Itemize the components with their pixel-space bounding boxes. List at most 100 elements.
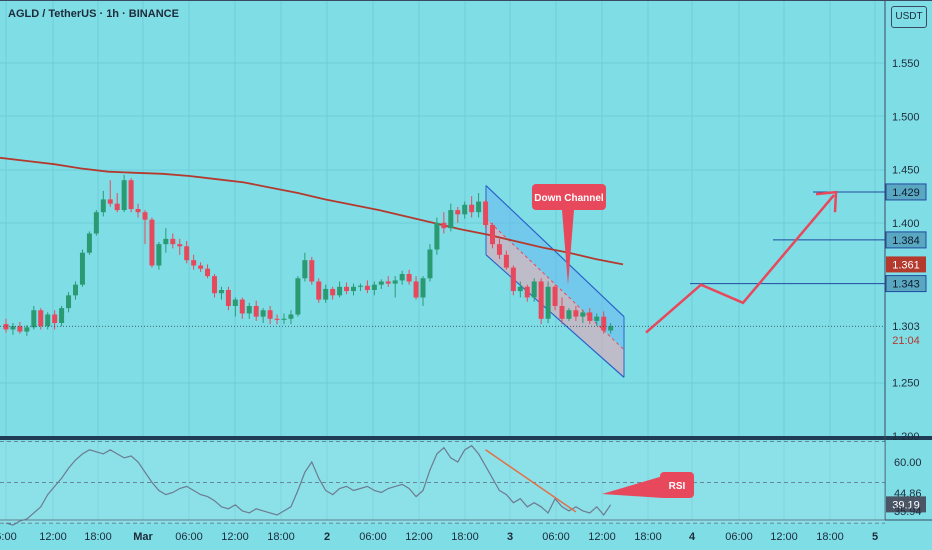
candle-body — [496, 244, 502, 255]
candle — [86, 231, 92, 255]
candle — [281, 313, 287, 325]
price-tick-label: 1.550 — [892, 58, 920, 70]
candle-body — [337, 286, 343, 296]
candle — [420, 276, 426, 306]
candle-body — [545, 286, 551, 319]
candle-body — [295, 278, 301, 315]
price-tick-label: 1.500 — [892, 111, 920, 123]
candle — [184, 240, 190, 264]
candle — [566, 308, 572, 321]
candle-body — [316, 281, 322, 300]
candle — [490, 222, 495, 249]
candle-body — [170, 238, 176, 245]
candle-body — [413, 281, 419, 298]
candle — [413, 276, 419, 300]
candle-body — [107, 199, 113, 204]
candle-body — [17, 326, 23, 332]
time-tick-label: 18:00 — [634, 531, 662, 543]
candle-body — [601, 316, 607, 331]
candle-body — [177, 244, 183, 247]
rsi-tick-label: 39.19 — [892, 499, 920, 511]
candle — [177, 238, 183, 255]
price-tag-label: 1.361 — [892, 259, 920, 271]
candle — [274, 314, 280, 325]
candle-body — [330, 288, 336, 296]
candle — [3, 318, 9, 333]
candle-body — [406, 274, 412, 282]
candle-body — [274, 318, 280, 320]
price-tag-box — [886, 256, 926, 273]
price-tick-label: 1.250 — [892, 378, 920, 390]
candle-body — [462, 204, 468, 215]
currency-button[interactable]: USDT — [891, 6, 927, 28]
candle-body — [45, 314, 51, 327]
candle — [107, 180, 113, 207]
time-tick-label: 12:00 — [770, 531, 798, 543]
candle — [309, 256, 315, 285]
candle — [17, 321, 23, 334]
candle-body — [441, 222, 447, 229]
candle-body — [149, 219, 155, 266]
candle-body — [135, 209, 141, 213]
rsi-callout: RSI — [602, 472, 694, 498]
candle-body — [587, 312, 593, 321]
channel-lower-line — [485, 254, 625, 378]
candle-body — [267, 310, 273, 319]
time-tick-label: 12:00 — [39, 531, 67, 543]
candle-body — [392, 280, 398, 284]
rsi-current-box — [886, 496, 926, 513]
candle — [496, 238, 502, 260]
price-tag: 1.384 — [885, 231, 927, 249]
candle-body — [212, 276, 217, 294]
candle — [114, 193, 120, 213]
candle-body — [399, 274, 405, 281]
candle-body — [608, 326, 614, 331]
forecast-path — [645, 194, 835, 334]
candle-body — [531, 281, 537, 298]
candle-body — [114, 203, 120, 211]
candle — [476, 193, 482, 218]
time-tick-label: 5 — [872, 531, 878, 543]
candle-body — [281, 318, 287, 320]
candle — [295, 276, 301, 317]
candle-body — [59, 308, 65, 324]
candle-body — [191, 260, 197, 266]
candle — [337, 281, 343, 298]
time-tick-label: 12:00 — [405, 531, 433, 543]
candle-body — [385, 281, 391, 284]
candle-body — [79, 252, 85, 285]
rsi-callout-box — [660, 472, 694, 498]
candle-body — [483, 201, 489, 225]
candle-body — [66, 295, 72, 309]
candle — [594, 313, 600, 327]
candle — [434, 217, 440, 255]
candle — [552, 284, 558, 311]
candle-body — [323, 288, 329, 300]
candle-body — [559, 305, 565, 319]
candle — [531, 278, 537, 302]
candle-body — [524, 286, 530, 298]
rsi-line — [5, 444, 612, 526]
candle-body — [378, 281, 384, 285]
candle-body — [517, 286, 523, 292]
price-tick-label: 1.450 — [892, 165, 920, 177]
candle — [608, 323, 614, 334]
rsi-callout-pointer — [602, 476, 663, 498]
candle-body — [594, 316, 600, 321]
candle — [79, 249, 85, 287]
countdown-label: 21:04 — [892, 335, 920, 347]
candle-body — [371, 284, 377, 290]
candle — [10, 323, 16, 335]
down-channel-pointer — [562, 210, 574, 285]
price-tag-box — [885, 231, 927, 249]
candle — [156, 242, 162, 270]
candle-body — [218, 289, 224, 294]
candle — [59, 305, 65, 327]
candle-body — [38, 310, 44, 327]
price-tick-label: 1.400 — [892, 218, 920, 230]
candle-body — [357, 285, 363, 287]
price-tag: 1.303 — [892, 321, 920, 333]
candle-body — [142, 212, 148, 220]
candle-body — [184, 246, 190, 261]
